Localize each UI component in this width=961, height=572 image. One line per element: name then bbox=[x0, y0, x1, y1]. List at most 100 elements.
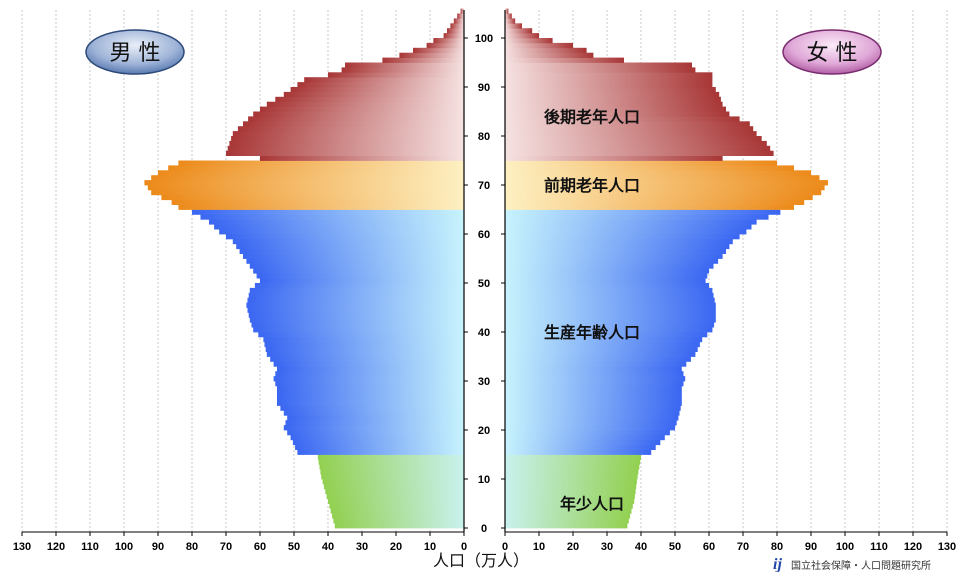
male-bar-age-103 bbox=[453, 18, 464, 24]
male-bar-age-1 bbox=[333, 518, 464, 524]
male-bar-age-46 bbox=[247, 297, 464, 303]
female-bar-age-89 bbox=[505, 87, 716, 93]
x-tick-label-female: 80 bbox=[771, 541, 783, 553]
female-bar-age-3 bbox=[505, 508, 632, 514]
female-bar-age-21 bbox=[505, 420, 677, 426]
male-bar-age-58 bbox=[232, 238, 464, 245]
male-bar-age-68 bbox=[151, 189, 464, 196]
female-bar-age-46 bbox=[505, 297, 715, 303]
female-bar-age-65 bbox=[505, 204, 794, 210]
age-tick-labels: 0 10 20 30 40 50 60 70 80 90 100 bbox=[464, 33, 505, 535]
female-bar-age-35 bbox=[505, 351, 696, 357]
male-bar-age-85 bbox=[260, 106, 464, 112]
female-bar-age-16 bbox=[505, 444, 656, 450]
female-bar-age-90 bbox=[505, 82, 713, 88]
female-bar-age-70 bbox=[505, 180, 828, 186]
group-label: 年少人口 bbox=[560, 495, 624, 514]
male-bar-age-64 bbox=[192, 209, 464, 215]
male-bar-age-87 bbox=[275, 96, 464, 103]
male-bar-age-19 bbox=[287, 430, 464, 436]
female-bar-age-24 bbox=[505, 405, 681, 411]
female-bar-age-5 bbox=[505, 498, 635, 504]
female-bar-age-99 bbox=[505, 38, 553, 44]
female-bar-age-88 bbox=[505, 91, 720, 98]
female-bar-age-91 bbox=[505, 77, 713, 83]
x-tick-label-male: 0 bbox=[461, 541, 467, 553]
male-bar-age-34 bbox=[270, 356, 464, 362]
x-tick-label-female: 60 bbox=[703, 541, 715, 553]
female-bar-age-64 bbox=[505, 209, 781, 215]
age-tick-label: 30 bbox=[478, 376, 490, 388]
female-bar-age-12 bbox=[505, 464, 640, 470]
male-bar-age-82 bbox=[243, 121, 464, 127]
age-tick-label: 90 bbox=[478, 82, 490, 94]
male-bar-age-40 bbox=[253, 327, 464, 333]
female-bar-age-17 bbox=[505, 439, 661, 446]
female-bar-age-10 bbox=[505, 474, 638, 480]
female-bar-age-34 bbox=[505, 356, 691, 362]
female-bar-age-30 bbox=[505, 376, 686, 382]
female-bar-age-102 bbox=[505, 23, 522, 29]
male-bar-age-105 bbox=[460, 8, 464, 14]
female-bar-age-59 bbox=[505, 234, 740, 240]
female-bar-age-104 bbox=[505, 13, 512, 19]
male-bar-age-15 bbox=[297, 449, 464, 455]
x-tick-label-male: 20 bbox=[390, 541, 402, 553]
male-bar-age-3 bbox=[330, 508, 464, 514]
male-bar-age-39 bbox=[258, 332, 464, 338]
female-bar-age-75 bbox=[505, 155, 723, 161]
female-bar-age-76 bbox=[505, 150, 774, 156]
female-bar-age-73 bbox=[505, 165, 794, 171]
male-bar-age-48 bbox=[249, 287, 464, 294]
male-bar-age-100 bbox=[443, 33, 464, 39]
female-bar-age-27 bbox=[505, 390, 682, 397]
male-bar-age-0 bbox=[334, 523, 464, 529]
male-bar-age-13 bbox=[318, 459, 464, 465]
male-bars bbox=[144, 8, 465, 529]
female-bar-age-33 bbox=[505, 361, 687, 367]
male-bar-age-24 bbox=[280, 405, 464, 411]
male-bar-age-59 bbox=[226, 234, 464, 240]
male-bar-age-98 bbox=[426, 42, 464, 49]
male-bar-age-5 bbox=[328, 498, 464, 504]
female-bar-age-45 bbox=[505, 302, 716, 308]
female-bar-age-82 bbox=[505, 121, 750, 127]
x-tick-label-female: 70 bbox=[737, 541, 749, 553]
female-badge: 女 性 bbox=[782, 29, 882, 75]
male-bar-age-8 bbox=[323, 483, 464, 490]
male-bar-age-52 bbox=[253, 268, 464, 274]
female-bar-age-81 bbox=[505, 126, 754, 132]
female-bar-age-71 bbox=[505, 175, 820, 181]
female-bar-age-8 bbox=[505, 483, 637, 490]
age-tick-label: 40 bbox=[478, 327, 490, 339]
male-bar-age-73 bbox=[168, 165, 464, 171]
male-bar-age-41 bbox=[251, 322, 464, 328]
male-bar-age-104 bbox=[457, 13, 464, 19]
x-tick-label-female: 30 bbox=[601, 541, 613, 553]
female-bar-age-14 bbox=[505, 454, 641, 460]
female-bar-age-60 bbox=[505, 229, 747, 235]
female-bar-age-67 bbox=[505, 194, 813, 201]
female-bar-age-25 bbox=[505, 400, 682, 406]
female-bar-age-86 bbox=[505, 101, 723, 107]
female-bar-age-66 bbox=[505, 199, 805, 205]
group-label: 前期老年人口 bbox=[544, 176, 640, 195]
male-bar-age-16 bbox=[295, 444, 464, 450]
female-bar-age-97 bbox=[505, 47, 587, 54]
male-bar-age-75 bbox=[260, 155, 464, 161]
female-bar-age-7 bbox=[505, 488, 636, 495]
male-bar-age-65 bbox=[178, 204, 464, 210]
female-bar-age-55 bbox=[505, 253, 723, 259]
female-bar-age-68 bbox=[505, 189, 822, 196]
female-bar-age-63 bbox=[505, 214, 769, 220]
male-bar-age-28 bbox=[277, 385, 464, 392]
female-bar-age-58 bbox=[505, 238, 733, 245]
female-bar-age-72 bbox=[505, 170, 811, 176]
female-bar-age-79 bbox=[505, 136, 762, 142]
male-bar-age-67 bbox=[161, 194, 464, 201]
female-bar-age-19 bbox=[505, 430, 670, 436]
female-bar-age-48 bbox=[505, 287, 713, 294]
female-bar-age-51 bbox=[505, 273, 708, 279]
age-tick-label: 70 bbox=[478, 180, 490, 192]
